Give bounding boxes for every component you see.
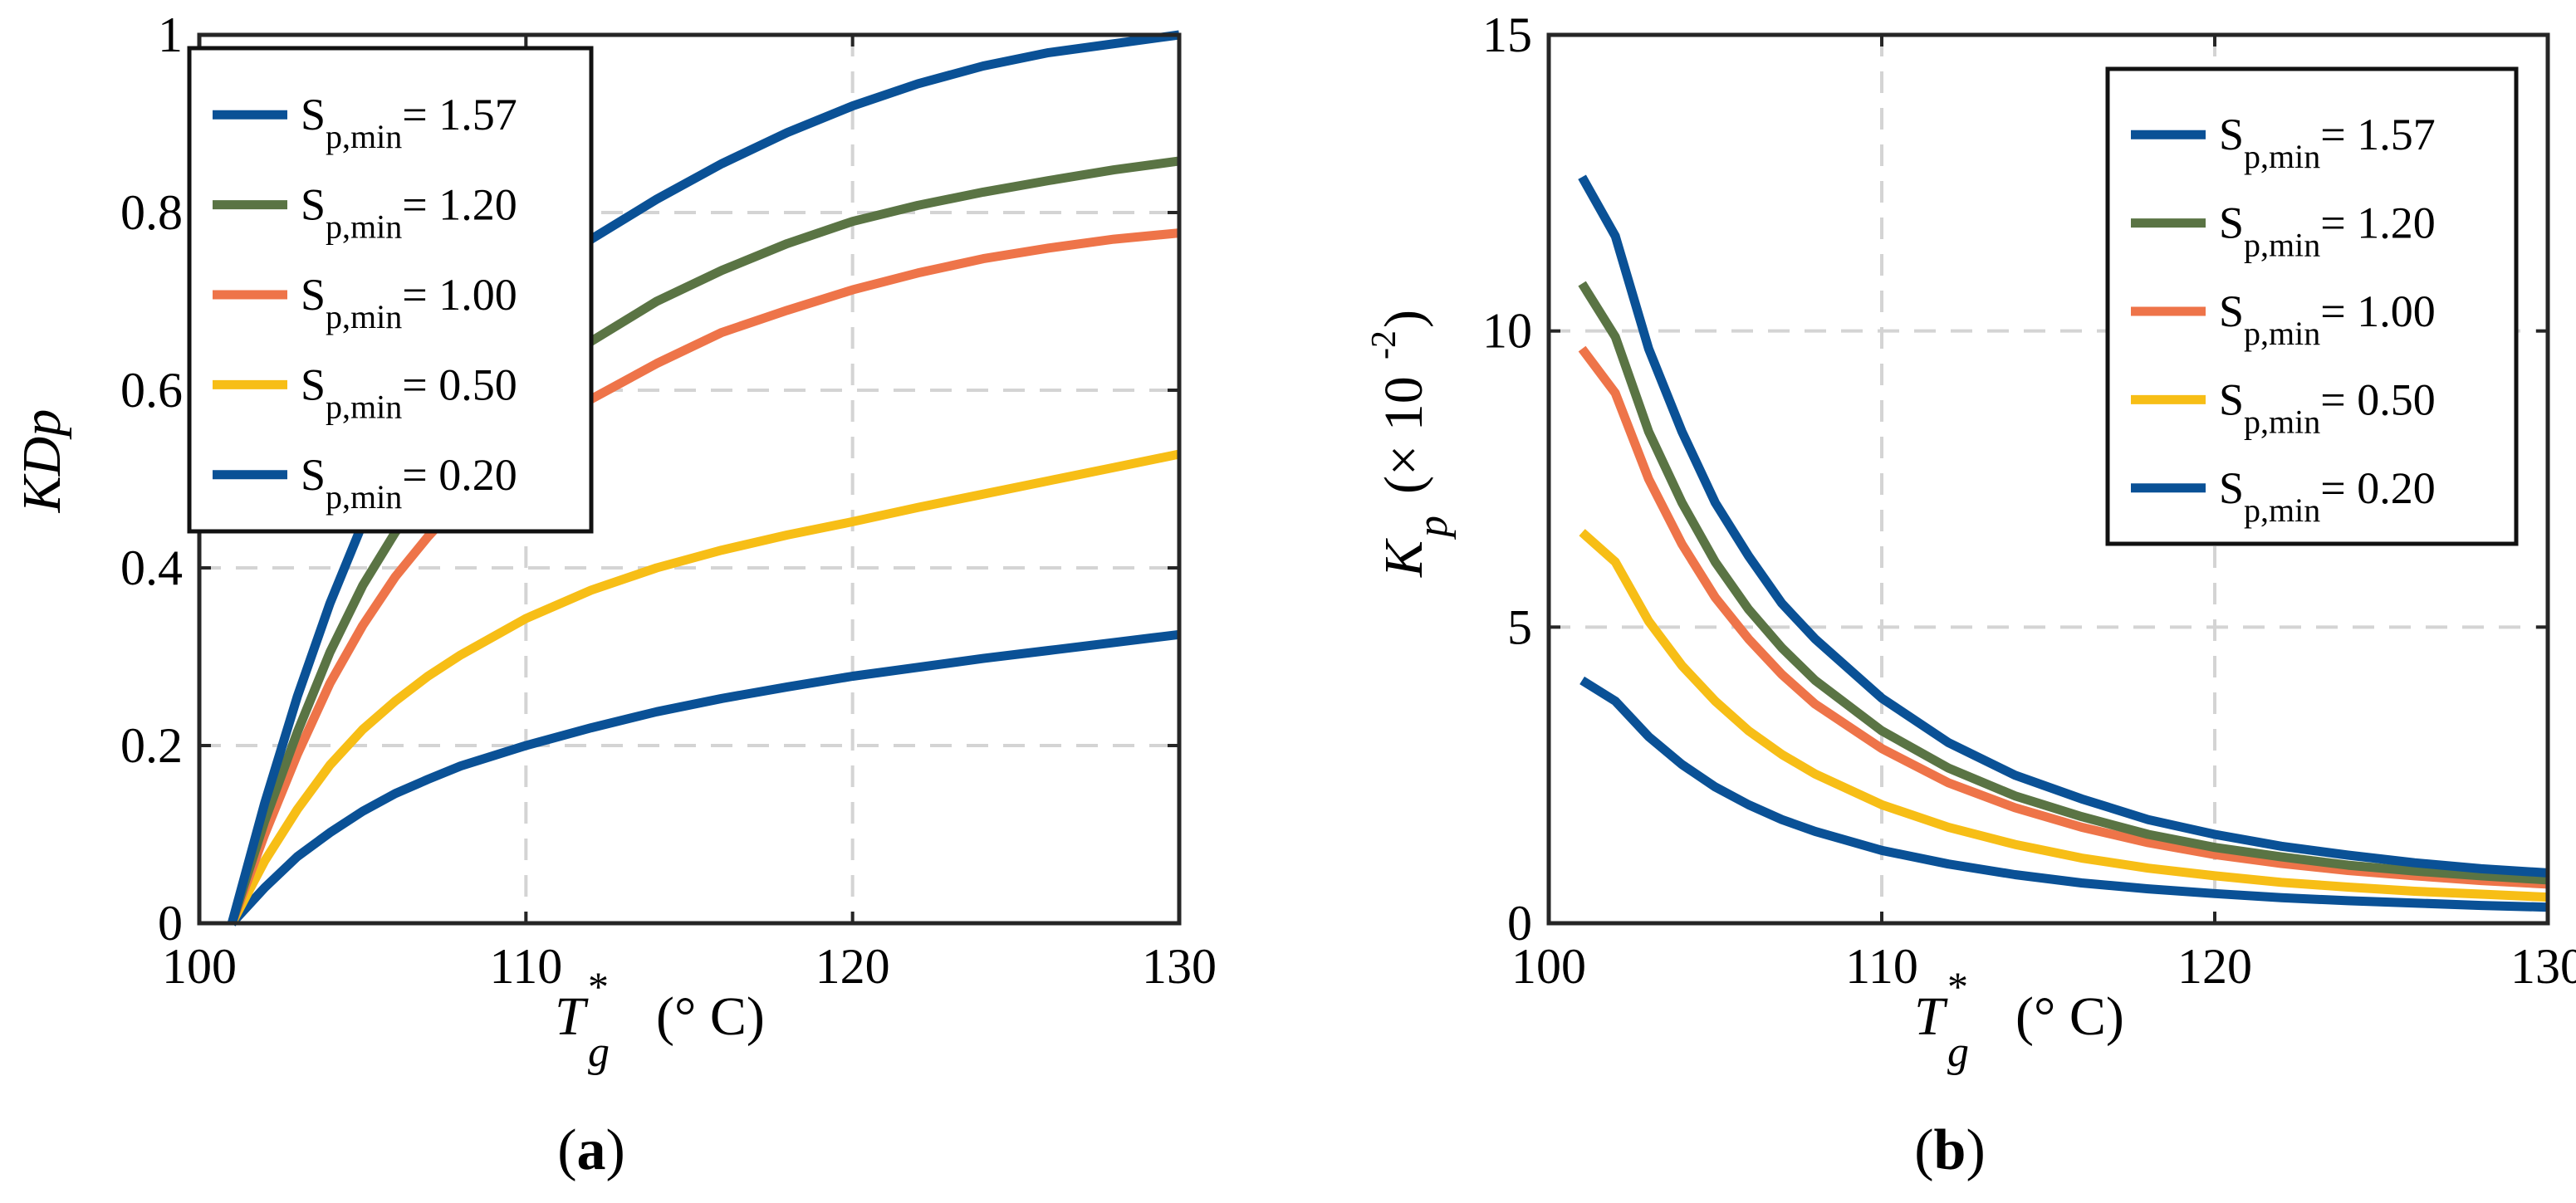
panel-b-legend-box <box>2105 66 2519 546</box>
panel-a-legend-box <box>187 46 594 534</box>
panel-b-legend: Sp,min= 1.57 Sp,min= 1.20 Sp,min= 1.00 Sp,m… <box>2105 66 2519 546</box>
panel-a-ticks: 100 110 120 130 0 0.2 0.4 0.6 0.8 1 <box>120 7 1217 994</box>
panel-b-ticks: 100 110 120 130 0 5 10 15 <box>1482 7 2576 994</box>
panel-b-x-tick-label: 120 <box>2177 939 2252 994</box>
panel-b-x-label-sup: * <box>1947 963 1968 1010</box>
panel-a-x-label-main: T <box>555 986 589 1047</box>
panel-b-series-line-1 <box>1578 281 2549 885</box>
panel-b-series-line-4 <box>1579 676 2549 912</box>
panel-b-y-tick-label: 15 <box>1482 7 1532 62</box>
panel-b-y-label-main: K <box>1374 538 1434 578</box>
panel-a-y-tick-label: 1 <box>158 7 183 62</box>
panel-a-label: (a) <box>557 1118 625 1182</box>
panel-a-y-tick-label: 0.6 <box>120 363 183 418</box>
panel-b-x-label-sub: g <box>1947 1029 1969 1076</box>
panel-a-y-axis-label: KDp <box>12 409 72 514</box>
panel-a-x-label-sub: g <box>588 1029 610 1076</box>
panel-b-y-tick-label: 5 <box>1507 599 1532 654</box>
panel-b-series-line-2 <box>1578 345 2549 889</box>
panel-a-legend-label-0: Sp,min= 1.57 <box>301 90 517 155</box>
panel-a-x-tick-label: 110 <box>489 939 562 994</box>
panel-b-x-tick-label: 130 <box>2510 939 2576 994</box>
panel-b-x-tick-label: 110 <box>1845 939 1918 994</box>
panel-b-y-label-sub: p <box>1409 516 1457 540</box>
panel-a-x-label-unit: (° C) <box>656 986 765 1047</box>
panel-a-x-label-sup: * <box>588 963 609 1010</box>
panel-a-legend-label-2: Sp,min= 1.00 <box>301 270 517 335</box>
panel-a-legend-label-3: Sp,min= 0.50 <box>301 359 517 425</box>
panel-b-x-label-unit: (° C) <box>2015 986 2124 1047</box>
panel-b-y-label-paren: (× 10 <box>1374 376 1434 494</box>
panel-a-x-axis-label: T <box>555 986 589 1047</box>
panel-a-y-tick-label: 0 <box>158 896 183 951</box>
panel-b-y-tick-label: 0 <box>1507 896 1532 951</box>
panel-b-x-label-main: T <box>1914 986 1948 1047</box>
panel-a-y-tick-label: 0.4 <box>120 540 183 595</box>
panel-b-y-label-exp: -2 <box>1365 330 1403 359</box>
panel-b-legend-label-2: Sp,min= 1.00 <box>2219 286 2436 352</box>
panel-b-y-label-close: ) <box>1374 310 1434 328</box>
panel-b-axes-frame <box>1546 32 2550 926</box>
panel-b-label: (b) <box>1914 1118 1986 1182</box>
panel-b-legend-label-0: Sp,min= 1.57 <box>2219 110 2436 175</box>
panel-a-legend: Sp,min= 1.57 Sp,min= 1.20 Sp,min= 1.00 Sp,m… <box>187 46 594 534</box>
panel-b-x-tick-label: 100 <box>1511 939 1586 994</box>
panel-b-series-line-0 <box>1578 174 2549 878</box>
panel-a-x-tick-label: 120 <box>815 939 890 994</box>
panel-a-x-tick-label: 130 <box>1142 939 1217 994</box>
panel-b-legend-label-4: Sp,min= 0.20 <box>2219 463 2436 529</box>
panel-b-series-lines <box>1578 174 2549 912</box>
panel-a-legend-label-1: Sp,min= 1.20 <box>301 180 517 246</box>
panel-b-x-axis-label: T <box>1914 986 1948 1047</box>
panel-b-legend-label-3: Sp,min= 0.50 <box>2219 374 2436 440</box>
panel-b-y-tick-label: 10 <box>1482 304 1532 359</box>
panel-a-legend-label-4: Sp,min= 0.20 <box>301 450 517 516</box>
panel-b-y-axis-label: K p (× 10 -2 ) <box>1365 310 1457 578</box>
panel-b-series-line-3 <box>1579 529 2549 902</box>
panel-b-legend-label-1: Sp,min= 1.20 <box>2219 198 2436 264</box>
panel-a-y-tick-label: 0.2 <box>120 718 183 773</box>
panel-a-x-tick-label: 100 <box>162 939 237 994</box>
panel-a-series-line-4 <box>228 629 1180 927</box>
panel-a-y-tick-label: 0.8 <box>120 185 183 240</box>
panel-a-series-line-3 <box>228 449 1181 926</box>
